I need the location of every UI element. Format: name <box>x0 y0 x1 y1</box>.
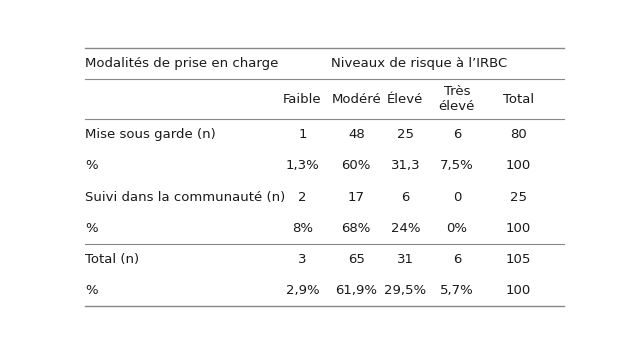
Text: Total (n): Total (n) <box>85 253 139 266</box>
Text: 31: 31 <box>397 253 414 266</box>
Text: 80: 80 <box>510 128 527 141</box>
Text: Modalités de prise en charge: Modalités de prise en charge <box>85 57 279 70</box>
Text: 2,9%: 2,9% <box>285 284 319 297</box>
Text: 0%: 0% <box>446 222 467 235</box>
Text: 48: 48 <box>348 128 365 141</box>
Text: 0: 0 <box>453 191 461 204</box>
Text: Mise sous garde (n): Mise sous garde (n) <box>85 128 216 141</box>
Text: 2: 2 <box>298 191 306 204</box>
Text: 29,5%: 29,5% <box>384 284 427 297</box>
Text: 1,3%: 1,3% <box>285 159 319 172</box>
Text: %: % <box>85 159 97 172</box>
Text: 61,9%: 61,9% <box>335 284 377 297</box>
Text: Faible: Faible <box>283 93 322 106</box>
Text: 24%: 24% <box>391 222 420 235</box>
Text: 7,5%: 7,5% <box>440 159 473 172</box>
Text: 100: 100 <box>506 222 531 235</box>
Text: 25: 25 <box>397 128 414 141</box>
Text: 105: 105 <box>506 253 531 266</box>
Text: 31,3: 31,3 <box>391 159 420 172</box>
Text: Élevé: Élevé <box>387 93 423 106</box>
Text: %: % <box>85 222 97 235</box>
Text: 25: 25 <box>510 191 527 204</box>
Text: 6: 6 <box>401 191 410 204</box>
Text: Très
élevé: Très élevé <box>439 85 475 113</box>
Text: Niveaux de risque à l’IRBC: Niveaux de risque à l’IRBC <box>332 57 508 70</box>
Text: 1: 1 <box>298 128 306 141</box>
Text: 100: 100 <box>506 284 531 297</box>
Text: 8%: 8% <box>292 222 313 235</box>
Text: 100: 100 <box>506 159 531 172</box>
Text: 3: 3 <box>298 253 306 266</box>
Text: 65: 65 <box>348 253 365 266</box>
Text: 68%: 68% <box>342 222 371 235</box>
Text: Modéré: Modéré <box>332 93 381 106</box>
Text: 6: 6 <box>453 253 461 266</box>
Text: 60%: 60% <box>342 159 371 172</box>
Text: 6: 6 <box>453 128 461 141</box>
Text: Suivi dans la communauté (n): Suivi dans la communauté (n) <box>85 191 285 204</box>
Text: 5,7%: 5,7% <box>440 284 473 297</box>
Text: %: % <box>85 284 97 297</box>
Text: Total: Total <box>503 93 534 106</box>
Text: 17: 17 <box>348 191 365 204</box>
